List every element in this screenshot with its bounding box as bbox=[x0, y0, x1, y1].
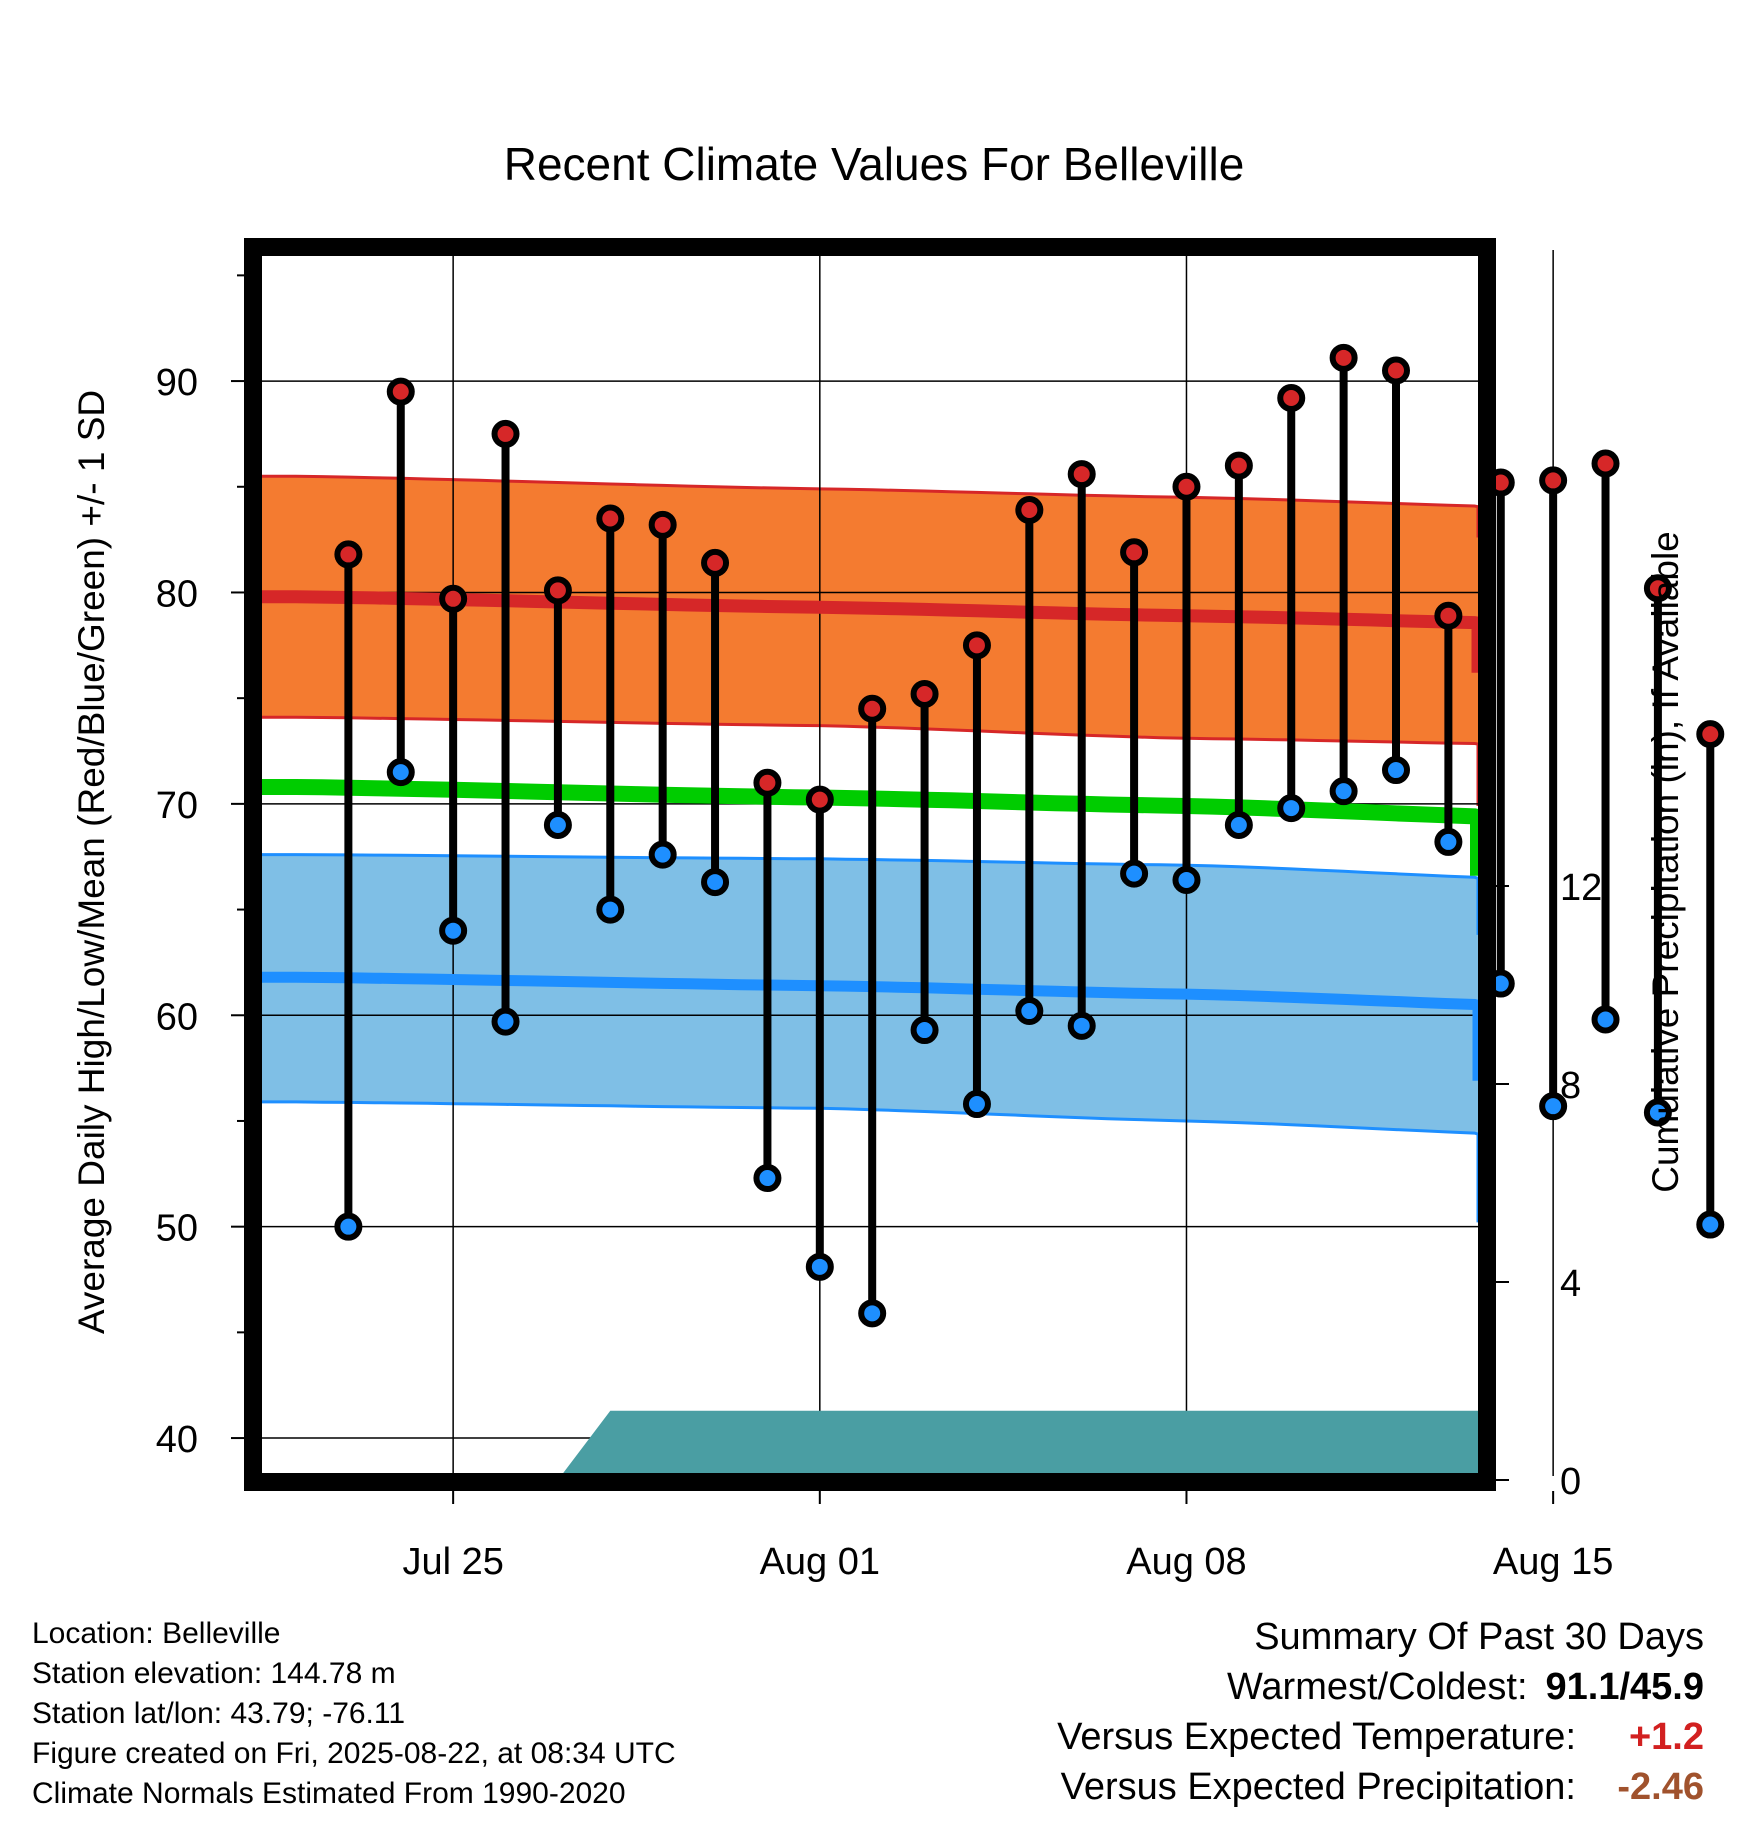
observed-high-point bbox=[1224, 451, 1253, 480]
precip-cumulative-area bbox=[262, 1341, 1478, 1480]
observed-high-point bbox=[648, 510, 677, 539]
observed-low-point bbox=[1224, 811, 1253, 840]
observed-high-point bbox=[962, 631, 991, 660]
observed-low-point bbox=[648, 840, 677, 869]
plot-border bbox=[244, 238, 1496, 1491]
observed-low-point bbox=[910, 1016, 939, 1045]
observed-low-point bbox=[1539, 1092, 1568, 1121]
observed-high-point bbox=[543, 576, 572, 605]
y2-tick-label: 8 bbox=[1560, 1065, 1581, 1107]
observed-low-point bbox=[439, 916, 468, 945]
observed-high-point bbox=[1067, 460, 1096, 489]
observed-high-point bbox=[753, 768, 782, 797]
observed-low-point bbox=[753, 1164, 782, 1193]
y2-tick-label: 0 bbox=[1560, 1461, 1581, 1503]
y-tick-label: 90 bbox=[156, 362, 198, 404]
warm-cold-value: 91.1/45.9 bbox=[1545, 1666, 1704, 1708]
observed-low-point bbox=[491, 1007, 520, 1036]
y-axis-title: Average Daily High/Low/Mean (Red/Blue/Gr… bbox=[71, 390, 112, 1334]
observed-high-point bbox=[491, 419, 520, 448]
observed-low-point bbox=[334, 1212, 363, 1241]
y2-tick-label: 4 bbox=[1560, 1263, 1581, 1305]
temp-label: Versus Expected Temperature: bbox=[1057, 1716, 1576, 1758]
y2-axis-title: Cumulative Precipitation (in), If Availa… bbox=[1645, 531, 1686, 1193]
observed-low-point bbox=[1015, 997, 1044, 1026]
observed-high-point bbox=[1015, 496, 1044, 525]
observed-low-point bbox=[596, 895, 625, 924]
observed-high-point bbox=[1539, 466, 1568, 495]
summary-temperature: Versus Expected Temperature: +1.2 bbox=[1057, 1712, 1704, 1762]
y-tick-label: 60 bbox=[156, 996, 198, 1038]
observed-high-point bbox=[1591, 449, 1620, 478]
observed-high-point bbox=[858, 694, 887, 723]
observed-high-point bbox=[439, 584, 468, 613]
observed-high-point bbox=[701, 548, 730, 577]
x-tick-label: Aug 15 bbox=[1493, 1541, 1613, 1583]
temp-value: +1.2 bbox=[1628, 1716, 1704, 1758]
x-tick-label: Jul 25 bbox=[402, 1541, 503, 1583]
observed-low-point bbox=[386, 758, 415, 787]
observed-high-point bbox=[386, 377, 415, 406]
observed-high-point bbox=[805, 785, 834, 814]
y-tick-label: 40 bbox=[156, 1419, 198, 1461]
observed-low-point bbox=[1696, 1210, 1725, 1239]
summary-precipitation: Versus Expected Precipitation: -2.46 bbox=[1057, 1762, 1704, 1812]
y2-tick-label: 12 bbox=[1560, 867, 1602, 909]
observed-low-point bbox=[1277, 794, 1306, 823]
observed-low-point bbox=[858, 1299, 887, 1328]
observed-low-point bbox=[701, 868, 730, 897]
observed-low-point bbox=[962, 1090, 991, 1119]
observed-low-point bbox=[543, 811, 572, 840]
observed-high-point bbox=[1172, 472, 1201, 501]
precip-label: Versus Expected Precipitation: bbox=[1060, 1766, 1576, 1808]
precipitation-area bbox=[262, 1341, 1478, 1480]
observed-high-point bbox=[1277, 383, 1306, 412]
summary-panel: Summary Of Past 30 Days Warmest/Coldest:… bbox=[1057, 1612, 1704, 1812]
observed-high-point bbox=[1382, 356, 1410, 385]
observed-low-point bbox=[1172, 865, 1201, 894]
climate-chart: Recent Climate Values For Belleville 1 S… bbox=[71, 138, 1725, 1583]
observed-low-point bbox=[1591, 1005, 1620, 1034]
summary-title: Summary Of Past 30 Days bbox=[1254, 1616, 1704, 1658]
info-location: Location: Belleville bbox=[32, 1617, 281, 1650]
observed-low-point bbox=[1434, 827, 1463, 856]
observed-high-point bbox=[1120, 538, 1149, 567]
observed-high-point bbox=[910, 679, 939, 708]
observed-low-point bbox=[1120, 859, 1149, 888]
x-tick-label: Aug 08 bbox=[1126, 1541, 1246, 1583]
station-info: Location: Belleville Station elevation: … bbox=[32, 1614, 676, 1814]
observed-low-point bbox=[805, 1252, 834, 1281]
axes: 40 50 60 70 80 90 0 4 8 12 Jul 25 Aug 01 Aug 08 Aug 1… bbox=[71, 274, 1686, 1583]
observed-low-point bbox=[1067, 1011, 1096, 1040]
observed-high-point bbox=[1434, 601, 1463, 630]
info-latlon: Station lat/lon: 43.79; -76.11 bbox=[32, 1697, 406, 1730]
observed-high-point bbox=[1696, 720, 1725, 749]
y-tick-label: 50 bbox=[156, 1208, 198, 1250]
warm-cold-label: Warmest/Coldest: bbox=[1226, 1666, 1528, 1708]
x-tick-label: Aug 01 bbox=[760, 1541, 880, 1583]
chart-title: Recent Climate Values For Belleville bbox=[504, 138, 1245, 190]
summary-warm-cold: Warmest/Coldest: 91.1/45.9 bbox=[1057, 1662, 1704, 1712]
observed-low-point bbox=[1643, 1098, 1672, 1127]
y-tick-label: 80 bbox=[156, 573, 198, 615]
observed-high-point bbox=[1643, 574, 1672, 603]
observed-low-point bbox=[1382, 756, 1410, 785]
info-elevation: Station elevation: 144.78 m bbox=[32, 1657, 396, 1690]
observed-high-point bbox=[1329, 343, 1358, 372]
observed-high-point bbox=[596, 504, 625, 533]
precip-value: -2.46 bbox=[1617, 1766, 1704, 1808]
info-created: Figure created on Fri, 2025-08-22, at 08… bbox=[32, 1737, 676, 1770]
observed-low-point bbox=[1329, 777, 1358, 806]
observed-high-point bbox=[334, 540, 363, 569]
high-sd-band bbox=[262, 476, 1478, 806]
info-normals: Climate Normals Estimated From 1990-2020 bbox=[32, 1777, 626, 1810]
y-tick-label: 70 bbox=[156, 785, 198, 827]
plot-frame bbox=[244, 238, 1496, 1491]
